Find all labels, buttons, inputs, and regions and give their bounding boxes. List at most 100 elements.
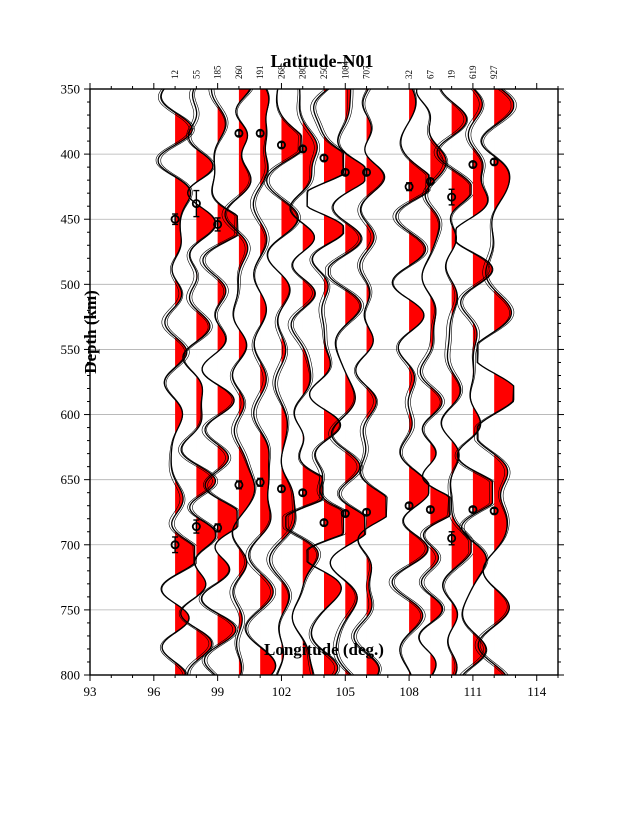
trace-line (285, 88, 323, 676)
trace-count-label: 185 (213, 65, 223, 79)
trace-count-label: 927 (489, 65, 499, 79)
trace-bound (244, 88, 276, 676)
x-tick-label: 96 (147, 684, 161, 699)
x-tick-label: 102 (272, 684, 292, 699)
depth-marker (276, 140, 286, 150)
depth-marker (191, 199, 201, 209)
trace-fill (430, 89, 450, 675)
trace-fill (238, 89, 255, 675)
depth-marker (340, 167, 350, 177)
trace-fill (281, 89, 301, 675)
trace-count-label: 55 (191, 70, 201, 80)
trace-fill (260, 89, 276, 675)
depth-marker (319, 518, 329, 528)
trace-line (436, 88, 472, 676)
y-tick-label: 550 (61, 342, 81, 357)
x-tick-label: 93 (84, 684, 97, 699)
depth-marker (298, 488, 308, 498)
trace-fill (302, 89, 323, 675)
trace-bound (160, 88, 198, 676)
x-tick-label: 108 (399, 684, 419, 699)
depth-marker (489, 506, 499, 516)
trace-line (224, 88, 256, 676)
y-tick-label: 600 (61, 407, 81, 422)
trace-line (266, 88, 302, 676)
trace-count-label: 67 (425, 70, 435, 80)
trace-line (327, 88, 366, 676)
depth-marker (213, 219, 223, 229)
y-tick-label: 400 (61, 147, 81, 162)
y-tick-label: 450 (61, 212, 81, 227)
trace-line (306, 88, 345, 676)
tick-labels: 12 55 185 260 191 268 280 250 1084 707 32 67 19 619 92… (61, 61, 547, 700)
x-tick-label: 105 (336, 684, 356, 699)
trace-line (180, 88, 217, 676)
depth-marker (191, 522, 201, 532)
trace-count-label: 12 (170, 70, 180, 79)
depth-marker (255, 128, 265, 138)
discontinuity-markers (170, 128, 499, 554)
trace-fill (366, 89, 387, 675)
trace-count-label: 32 (404, 70, 414, 79)
depth-marker (362, 167, 372, 177)
depth-marker (234, 480, 244, 490)
depth-marker (468, 505, 478, 515)
trace-line (157, 88, 196, 676)
trace-bound (263, 88, 299, 676)
trace-bound (267, 88, 303, 676)
depth-marker (447, 533, 457, 543)
plot-frame (84, 83, 564, 681)
depth-marker (404, 182, 414, 192)
chart-title: Latitude-N01 (271, 51, 374, 71)
trace-fill (472, 89, 493, 675)
trace-count-label: 619 (468, 65, 478, 79)
depth-marker (362, 507, 372, 517)
trace-bound (455, 88, 496, 676)
depth-marker (255, 477, 265, 487)
x-tick-label: 99 (211, 684, 224, 699)
y-tick-label: 700 (61, 537, 81, 552)
trace-bound (247, 88, 277, 676)
trace-count-label: 707 (362, 65, 372, 79)
depth-marker (213, 523, 223, 533)
depth-marker (340, 509, 350, 519)
depth-marker (425, 176, 435, 186)
trace-count-label: 280 (298, 65, 308, 79)
trace-count-label: 1084 (340, 61, 350, 80)
x-axis-title: Longitude (deg.) (264, 640, 384, 659)
depth-marker (170, 540, 180, 550)
depth-marker (170, 214, 180, 224)
trace-fill (324, 89, 344, 675)
x-tick-label: 111 (464, 684, 483, 699)
trace-count-label: 191 (255, 66, 265, 80)
depth-marker (276, 484, 286, 494)
depth-marker (468, 160, 478, 170)
x-tick-label: 114 (527, 684, 547, 699)
depth-marker (447, 192, 457, 202)
trace-line (415, 88, 451, 676)
depth-marker (319, 153, 329, 163)
y-tick-label: 800 (61, 668, 81, 683)
depth-marker (404, 501, 414, 511)
y-axis-title: Depth (km) (81, 290, 100, 374)
depth-marker (425, 505, 435, 515)
y-tick-label: 650 (61, 472, 81, 487)
trace-bound (393, 88, 431, 676)
trace-bound (416, 88, 451, 676)
trace-fill (217, 89, 238, 675)
trace-line (455, 88, 494, 676)
trace-bound (433, 88, 471, 676)
y-tick-label: 350 (61, 82, 81, 97)
depth-marker (489, 157, 499, 167)
trace-fill (175, 89, 195, 675)
trace-bound (416, 88, 449, 676)
trace-bound (221, 88, 255, 676)
trace-count-label: 268 (276, 65, 286, 79)
y-tick-label: 500 (61, 277, 81, 292)
depth-marker (234, 128, 244, 138)
trace-bound (351, 88, 387, 676)
trace-fill (196, 89, 216, 675)
trace-line (353, 88, 387, 676)
trace-fill (451, 89, 472, 675)
